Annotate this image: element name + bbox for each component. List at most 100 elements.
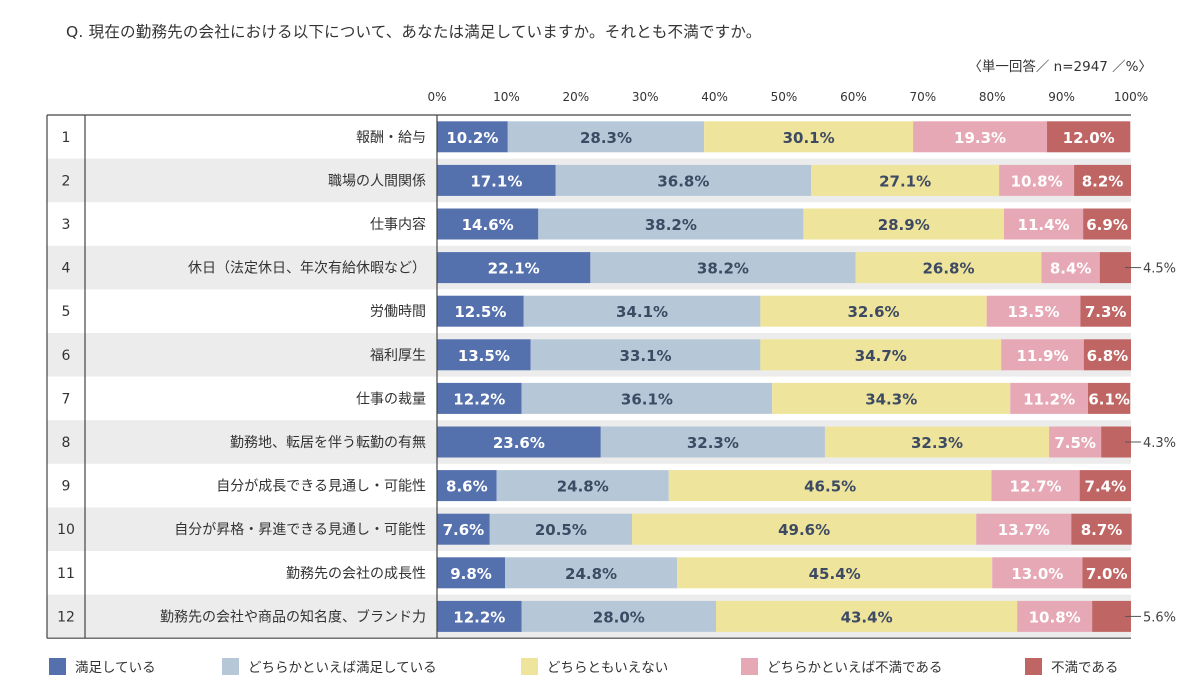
value-label-somewhat-dissatisfied: 19.3% — [954, 129, 1006, 147]
value-label-dissatisfied: 7.3% — [1085, 303, 1127, 321]
bar-segment-somewhat-satisfied — [590, 252, 856, 284]
value-label-somewhat-dissatisfied: 7.5% — [1054, 434, 1096, 452]
bar-segment-satisfied — [437, 208, 539, 240]
sample-note: 〈単一回答／ n=2947 ／%〉 — [968, 59, 1152, 75]
bar-segment-dissatisfied — [1047, 121, 1131, 153]
x-tick-label: 60% — [840, 90, 867, 104]
value-label-dissatisfied: 6.8% — [1087, 347, 1129, 365]
value-label-somewhat-satisfied: 32.3% — [687, 434, 739, 452]
bar-segment-dissatisfied — [1080, 295, 1131, 327]
value-label-satisfied: 14.6% — [462, 216, 514, 234]
legend-swatch-neutral — [521, 657, 538, 675]
bar-segment-somewhat-satisfied — [521, 382, 773, 414]
bar-segment-somewhat-dissatisfied — [1049, 426, 1102, 458]
value-label-somewhat-satisfied: 36.1% — [621, 390, 673, 408]
value-label-dissatisfied: 6.1% — [1088, 390, 1130, 408]
value-label-neutral: 34.3% — [865, 390, 917, 408]
row-number: 4 — [62, 261, 71, 277]
legend-swatch-somewhat-satisfied — [222, 657, 239, 675]
value-label-somewhat-satisfied: 28.0% — [593, 608, 645, 626]
row-number: 8 — [62, 435, 71, 451]
value-label-somewhat-dissatisfied: 11.4% — [1018, 216, 1070, 234]
value-label-dissatisfied: 12.0% — [1063, 129, 1115, 147]
value-label-neutral: 43.4% — [841, 608, 893, 626]
row-number: 9 — [62, 479, 71, 495]
bar-segment-somewhat-dissatisfied — [976, 513, 1072, 545]
value-label-satisfied: 8.6% — [446, 478, 488, 496]
value-label-somewhat-satisfied: 38.2% — [697, 260, 749, 278]
bar-segment-dissatisfied — [1079, 470, 1131, 502]
bar-segment-dissatisfied — [1083, 339, 1131, 371]
value-label-neutral: 27.1% — [879, 172, 931, 190]
row-number: 3 — [62, 217, 71, 233]
x-tick-label: 80% — [979, 90, 1006, 104]
bar-segment-neutral — [760, 339, 1002, 371]
row-number: 5 — [62, 304, 71, 320]
bar-segment-satisfied — [437, 513, 490, 545]
category-label: 勤務地、転居を伴う転勤の有無 — [230, 435, 426, 451]
callout-label: 5.6% — [1143, 610, 1176, 625]
value-label-dissatisfied: 8.7% — [1081, 521, 1123, 539]
bar-segment-dissatisfied — [1092, 600, 1131, 632]
bar-segment-neutral — [772, 382, 1011, 414]
value-label-neutral: 32.6% — [848, 303, 900, 321]
bar-segment-neutral — [855, 252, 1042, 284]
value-label-somewhat-satisfied: 38.2% — [645, 216, 697, 234]
bar-segment-somewhat-satisfied — [530, 339, 761, 371]
row-number: 7 — [62, 391, 71, 407]
category-label: 自分が昇格・昇進できる見通し・可能性 — [174, 522, 426, 538]
bar-segment-neutral — [668, 470, 992, 502]
category-label: 自分が成長できる見通し・可能性 — [216, 479, 426, 495]
bar-segment-dissatisfied — [1071, 513, 1132, 545]
value-label-dissatisfied: 7.4% — [1085, 478, 1127, 496]
bar-segment-dissatisfied — [1082, 557, 1131, 589]
value-label-neutral: 34.7% — [855, 347, 907, 365]
category-label: 勤務先の会社や商品の知名度、ブランド力 — [160, 608, 426, 625]
legend-neutral: どちらともいえない — [521, 656, 668, 676]
value-label-somewhat-satisfied: 24.8% — [557, 478, 609, 496]
legend-swatch-dissatisfied — [1025, 657, 1042, 675]
bar-segment-somewhat-satisfied — [496, 470, 669, 502]
bar-segment-dissatisfied — [1074, 164, 1131, 196]
row-number: 2 — [62, 173, 71, 189]
bar-segment-somewhat-dissatisfied — [913, 121, 1048, 153]
x-tick-label: 30% — [632, 90, 659, 104]
value-label-neutral: 32.3% — [911, 434, 963, 452]
callout-label: 4.5% — [1143, 262, 1176, 277]
value-label-somewhat-dissatisfied: 8.4% — [1050, 260, 1092, 278]
value-label-satisfied: 22.1% — [488, 260, 540, 278]
value-label-satisfied: 12.2% — [453, 608, 505, 626]
bar-segment-neutral — [704, 121, 914, 153]
category-label: 報酬・給与 — [356, 130, 426, 146]
value-label-satisfied: 23.6% — [493, 434, 545, 452]
value-label-somewhat-satisfied: 24.8% — [565, 565, 617, 583]
bar-segment-satisfied — [437, 252, 591, 284]
bar-segment-satisfied — [437, 426, 601, 458]
legend-label-satisfied: 満足している — [75, 660, 156, 676]
value-label-somewhat-dissatisfied: 13.5% — [1007, 303, 1059, 321]
bar-segment-satisfied — [437, 295, 524, 327]
bar-segment-satisfied — [437, 339, 531, 371]
value-label-satisfied: 13.5% — [458, 347, 510, 365]
value-label-neutral: 26.8% — [922, 260, 974, 278]
value-label-somewhat-dissatisfied: 10.8% — [1011, 172, 1063, 190]
legend-somewhat-satisfied: どちらかといえば満足している — [222, 656, 437, 676]
value-label-satisfied: 7.6% — [443, 521, 485, 539]
bar-segment-somewhat-dissatisfied — [991, 470, 1080, 502]
legend-label-somewhat-satisfied: どちらかといえば満足している — [248, 660, 437, 676]
x-tick-label: 40% — [701, 90, 728, 104]
value-label-satisfied: 9.8% — [450, 565, 492, 583]
row-number: 1 — [62, 130, 71, 146]
value-label-dissatisfied: 7.0% — [1086, 565, 1128, 583]
x-tick-label: 100% — [1114, 90, 1148, 104]
category-label: 仕事内容 — [370, 216, 426, 233]
value-label-satisfied: 12.5% — [454, 303, 506, 321]
value-label-somewhat-satisfied: 28.3% — [580, 129, 632, 147]
legend-swatch-satisfied — [49, 657, 66, 675]
bar-segment-satisfied — [437, 600, 522, 632]
bar-segment-somewhat-dissatisfied — [1017, 600, 1093, 632]
value-label-dissatisfied: 8.2% — [1082, 172, 1124, 190]
bar-segment-somewhat-satisfied — [523, 295, 761, 327]
value-label-neutral: 49.6% — [778, 521, 830, 539]
value-label-satisfied: 12.2% — [453, 390, 505, 408]
